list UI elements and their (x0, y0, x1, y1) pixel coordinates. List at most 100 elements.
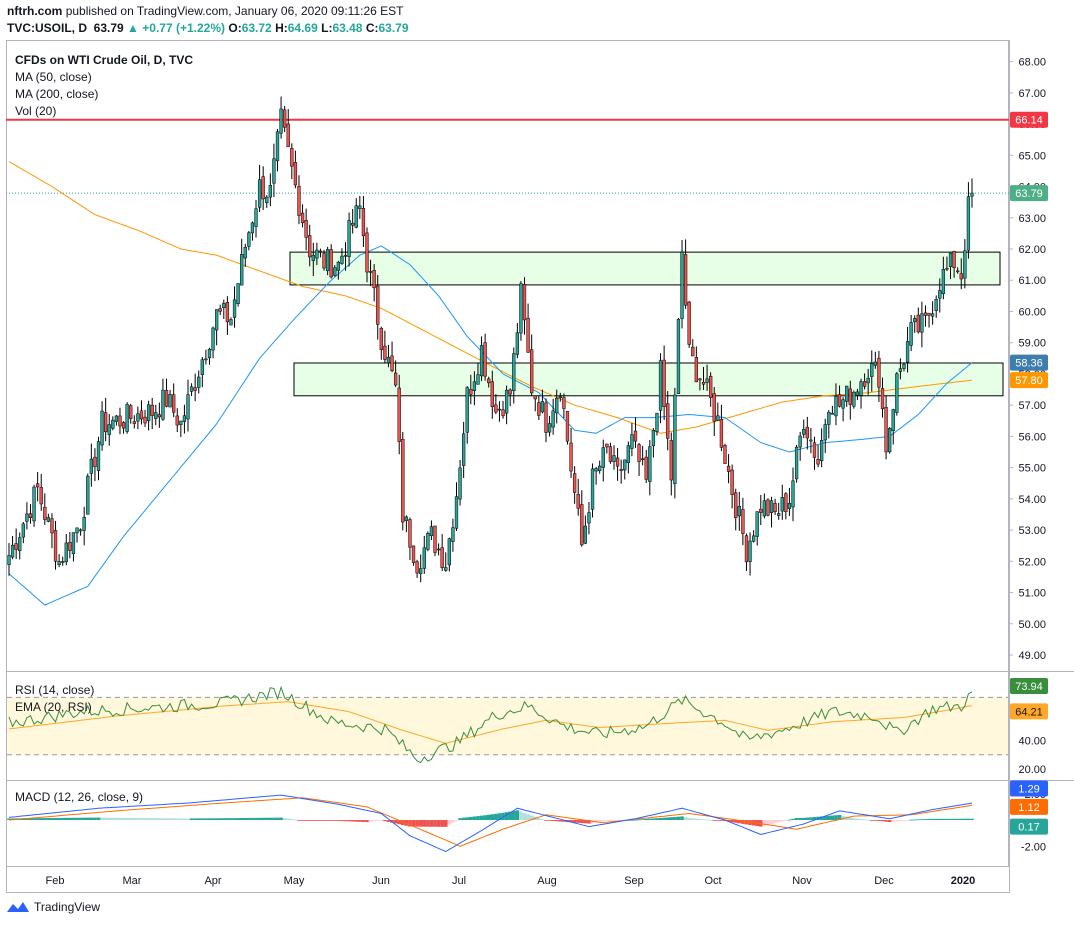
macd-histogram-bar (805, 817, 810, 821)
brand-name: TradingView (34, 900, 101, 914)
time-axis[interactable]: Feb Mar Apr May Jun Jul Aug Sep Oct Nov Dec 2020 (46, 875, 976, 887)
macd-histogram-bar (780, 820, 785, 822)
macd-histogram-bar (204, 818, 208, 821)
candle (694, 346, 698, 383)
candle (669, 432, 673, 496)
macd-histogram-bar (282, 818, 287, 821)
macd-histogram-bar (175, 818, 180, 821)
legend-title[interactable]: CFDs on WTI Crude Oil, D, TVC (15, 53, 193, 67)
legend-ma200[interactable]: MA (200, close) (15, 87, 99, 101)
macd-histogram-bar (694, 818, 699, 821)
candle-body (508, 389, 512, 395)
candle-body (78, 529, 83, 532)
candle (82, 506, 86, 546)
candle-body (35, 483, 40, 488)
legend-vol[interactable]: Vol (20) (15, 104, 57, 118)
candle (318, 248, 323, 258)
candle (594, 466, 598, 485)
candle (927, 312, 931, 328)
macd-label[interactable]: MACD (12, 26, close, 9) (15, 790, 144, 804)
macd-histogram-bar (107, 817, 112, 821)
candle (207, 347, 212, 365)
candle (551, 398, 555, 435)
candle-body (189, 386, 194, 392)
candle (143, 409, 147, 427)
candle-body (240, 254, 244, 286)
candle-body (619, 469, 623, 472)
candle (300, 204, 305, 228)
ma200-price-label-bg (1010, 372, 1048, 389)
candle-body (630, 434, 634, 449)
rsi-ema-label[interactable]: EMA (20, RSI) (15, 700, 92, 714)
footer-brand[interactable]: TradingView (6, 900, 100, 914)
candle (304, 208, 308, 251)
candle (834, 383, 838, 426)
candle-body (837, 394, 842, 407)
candle (841, 396, 845, 422)
macd-histogram-bar (53, 817, 58, 821)
macd-histogram-bar (322, 820, 326, 821)
candle-body (666, 403, 670, 439)
candle (218, 304, 222, 315)
candle-body (934, 299, 938, 311)
candle (32, 484, 36, 527)
axis-price-labels: 66.14 63.79 58.36 57.80 73.94 64.21 1.29 1.12 0.… (1010, 111, 1048, 835)
price-tick-label: 54.00 (1018, 494, 1046, 506)
candle-body (920, 313, 924, 333)
price-tick-label: 62.00 (1018, 244, 1046, 256)
candle-body (429, 526, 434, 537)
price-tick-label: 51.00 (1018, 588, 1046, 600)
macd-histogram-bar (605, 820, 609, 821)
legend-ma50[interactable]: MA (50, close) (15, 70, 92, 84)
candle (633, 417, 638, 448)
macd-value-label-bg (1010, 780, 1048, 797)
price-axis[interactable]: 68.0067.0066.0065.0064.0063.0062.0061.00… (1009, 57, 1046, 854)
last-price: 63.79 (93, 21, 124, 35)
candle-body (941, 269, 946, 295)
candle-body (723, 445, 727, 464)
candle-body (343, 255, 348, 257)
resistance-price-label-bg (1010, 111, 1048, 128)
candle-body (411, 545, 416, 563)
candle-body (322, 253, 326, 269)
candle (494, 394, 498, 415)
candle-body (336, 261, 341, 271)
macd-histogram-bar (959, 818, 964, 821)
macd-histogram-bar (368, 820, 373, 822)
candle (519, 281, 523, 341)
candle-body (376, 285, 380, 325)
candle-body (640, 458, 645, 461)
candle (666, 391, 670, 451)
ma50-price-label: 58.36 (1015, 358, 1043, 370)
macd-histogram-bar (963, 818, 967, 821)
candle (565, 410, 570, 445)
candle (623, 459, 627, 480)
candle-body (716, 415, 720, 421)
publisher-name[interactable]: nftrh.com (7, 4, 63, 18)
candle-body (118, 415, 122, 427)
candle-body (415, 561, 419, 574)
candle-body (891, 409, 895, 431)
candle-body (401, 439, 405, 523)
candle (945, 256, 949, 272)
candle-body (308, 235, 312, 258)
candle-body (601, 447, 605, 468)
macd-histogram-bar (297, 820, 301, 821)
macd-histogram-bar (737, 820, 742, 824)
candle (956, 267, 960, 274)
candle-body (222, 303, 226, 308)
macd-histogram-bar (125, 817, 129, 821)
macd-histogram-bar (905, 820, 910, 821)
candle (275, 128, 280, 172)
rsi-label[interactable]: RSI (14, close) (15, 683, 95, 697)
macd-histogram-bar (834, 815, 838, 821)
macd-histogram-bar (869, 820, 874, 821)
candle (197, 370, 201, 394)
candle (637, 442, 641, 477)
candle (368, 259, 373, 287)
candle (444, 552, 448, 572)
candle (859, 378, 863, 409)
candle (544, 398, 548, 443)
candle (114, 415, 119, 426)
